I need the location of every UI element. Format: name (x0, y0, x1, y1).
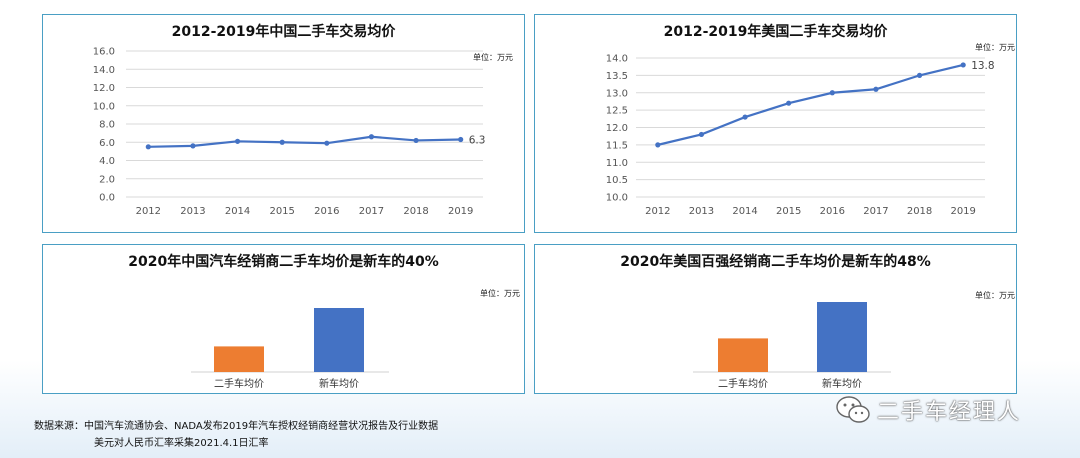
y-tick-label: 2.0 (99, 174, 115, 185)
data-point (960, 62, 966, 68)
bar (718, 338, 768, 372)
x-tick-label: 2017 (863, 206, 888, 217)
category-label: 新车均价 (822, 377, 862, 390)
y-tick-label: 12.0 (606, 123, 628, 134)
y-tick-label: 13.5 (606, 71, 628, 82)
y-tick-label: 16.0 (93, 47, 115, 58)
x-tick-label: 2014 (732, 206, 757, 217)
x-tick-label: 2012 (645, 206, 670, 217)
category-label: 二手车均价 (214, 377, 264, 390)
china-ratio-bar-chart-panel: 2020年中国汽车经销商二手车均价是新车的40% 单位：万元 二手车均价 新车均价 (42, 244, 525, 394)
unit-label: 单位：万元 (975, 43, 1015, 52)
data-point (324, 140, 330, 146)
y-tick-label: 14.0 (606, 54, 628, 65)
data-point (742, 114, 748, 120)
x-tick-label: 2018 (907, 206, 932, 217)
x-tick-label: 2015 (269, 206, 294, 217)
bar (214, 346, 264, 372)
y-tick-label: 10.5 (606, 175, 628, 186)
data-label: 13.8 (971, 60, 994, 72)
china-line-chart: 16.0 14.0 12.0 10.0 8.0 6.0 4.0 2.0 0.0 2012 2013 2… (93, 47, 486, 218)
source-line-1: 数据来源：中国汽车流通协会、NADA发布2019年汽车授权经销商经营状况报告及行… (34, 421, 439, 432)
data-label: 6.3 (469, 135, 486, 147)
x-tick-label: 2016 (820, 206, 845, 217)
y-tick-label: 6.0 (99, 138, 115, 149)
wechat-icon (836, 396, 870, 423)
data-point (655, 142, 661, 148)
y-tick-label: 12.5 (606, 106, 628, 117)
data-point (279, 139, 285, 145)
y-tick-label: 12.0 (93, 83, 115, 94)
chart-title: 2020年中国汽车经销商二手车均价是新车的40% (128, 254, 439, 270)
data-point (698, 131, 705, 138)
x-tick-label: 2013 (689, 206, 714, 217)
x-tick-label: 2019 (448, 206, 473, 217)
y-tick-label: 10.0 (93, 101, 115, 112)
category-label: 二手车均价 (718, 377, 768, 390)
data-point (916, 72, 923, 78)
unit-label: 单位：万元 (975, 291, 1015, 300)
series-line (148, 135, 461, 148)
china-bar-chart: 二手车均价 新车均价 (191, 308, 389, 390)
y-tick-label: 8.0 (99, 120, 115, 131)
us-line-chart: 14.0 13.5 13.0 12.5 12.0 11.5 11.0 10.5 10.0 2012… (606, 54, 995, 218)
x-tick-label: 2019 (950, 206, 975, 217)
category-label: 新车均价 (319, 377, 359, 390)
data-point (190, 143, 196, 149)
x-tick-label: 2018 (403, 206, 428, 217)
chart-title: 2020年美国百强经销商二手车均价是新车的48% (620, 254, 931, 270)
y-tick-label: 10.0 (606, 193, 628, 204)
data-point (145, 144, 151, 150)
us-ratio-bar-chart-panel: 2020年美国百强经销商二手车均价是新车的48% 单位：万元 二手车均价 新车均价 (534, 244, 1017, 394)
x-tick-label: 2014 (225, 206, 250, 217)
y-tick-label: 0.0 (99, 193, 115, 204)
bar (817, 302, 867, 372)
x-tick-label: 2016 (314, 206, 339, 217)
x-tick-label: 2012 (136, 206, 161, 217)
y-tick-label: 13.0 (606, 88, 628, 99)
chart-title: 2012-2019年美国二手车交易均价 (663, 24, 888, 40)
china-price-line-chart-panel: 2012-2019年中国二手车交易均价 单位：万元 16.0 14.0 12.0 10… (42, 14, 525, 233)
x-tick-label: 2017 (359, 206, 384, 217)
us-price-line-chart-panel: 2012-2019年美国二手车交易均价 单位：万元 14.0 13.5 13.0 12… (534, 14, 1017, 233)
us-bar-chart: 二手车均价 新车均价 (693, 302, 891, 390)
x-tick-label: 2013 (180, 206, 205, 217)
y-tick-label: 11.5 (606, 140, 628, 151)
source-line-2: 美元对人民币汇率采集2021.4.1日汇率 (94, 438, 269, 449)
watermark: 二手车经理人 (835, 394, 1021, 426)
y-tick-label: 11.0 (606, 158, 628, 169)
data-point (234, 138, 241, 144)
data-point (873, 86, 879, 92)
watermark-text: 二手车经理人 (877, 400, 1022, 425)
y-tick-label: 4.0 (99, 156, 115, 167)
series-line (657, 63, 964, 146)
data-point (413, 137, 419, 144)
chart-title: 2012-2019年中国二手车交易均价 (171, 24, 396, 40)
data-point (458, 136, 464, 143)
data-point (368, 134, 375, 140)
bar (314, 308, 364, 372)
x-tick-label: 2015 (776, 206, 801, 217)
data-point (829, 90, 835, 96)
data-point (786, 100, 792, 106)
y-tick-label: 14.0 (93, 65, 115, 76)
unit-label: 单位：万元 (473, 53, 513, 62)
unit-label: 单位：万元 (480, 289, 520, 298)
